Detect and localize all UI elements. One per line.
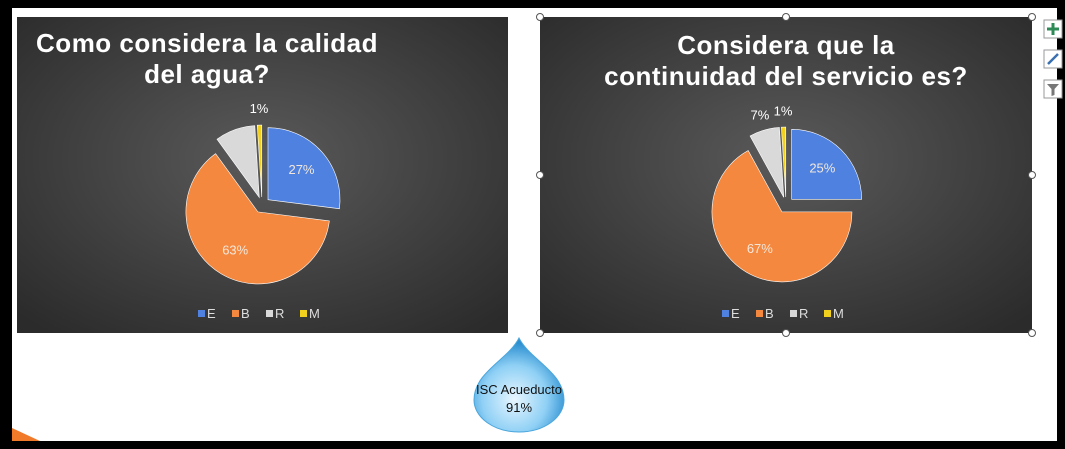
legend-swatch xyxy=(722,310,729,317)
data-label: 1% xyxy=(774,104,793,119)
data-label: 63% xyxy=(222,242,248,257)
legend-swatch xyxy=(266,310,273,317)
chart-title: Como considera la calidad del agua? xyxy=(36,28,378,89)
legend-label: B xyxy=(241,306,250,321)
legend-swatch xyxy=(232,310,239,317)
data-label: 25% xyxy=(809,161,835,176)
callout-text: 91% xyxy=(506,400,532,415)
pie-slice xyxy=(216,125,260,199)
legend-label: M xyxy=(309,306,320,321)
legend-label: E xyxy=(207,306,216,321)
data-label: 67% xyxy=(747,241,773,256)
legend-swatch xyxy=(300,310,307,317)
filter-icon[interactable] xyxy=(1047,84,1059,96)
pie-slice xyxy=(749,127,785,198)
pie-slice xyxy=(791,129,862,200)
legend-label: E xyxy=(731,306,740,321)
legend-swatch xyxy=(790,310,797,317)
add-element-icon[interactable] xyxy=(1047,23,1059,35)
pie-slice xyxy=(185,153,330,285)
pie-slice xyxy=(267,127,341,210)
slide-accent xyxy=(12,428,40,441)
style-icon[interactable] xyxy=(1047,53,1059,65)
pie-slice xyxy=(711,150,853,283)
pie-slice xyxy=(256,124,263,198)
chart-title: Considera que la continuidad del servici… xyxy=(604,30,968,91)
callout-text: ISC Acueducto xyxy=(476,382,562,397)
legend-label: B xyxy=(765,306,774,321)
legend-swatch xyxy=(756,310,763,317)
pie-slice xyxy=(781,126,787,198)
legend-label: R xyxy=(275,306,284,321)
data-label: 1% xyxy=(250,101,269,116)
data-label: 27% xyxy=(288,162,314,177)
legend-swatch xyxy=(198,310,205,317)
legend-swatch xyxy=(824,310,831,317)
data-label: 7% xyxy=(751,107,770,122)
selection-handles[interactable] xyxy=(536,13,1036,337)
callout-drop xyxy=(473,336,565,433)
legend-label: R xyxy=(799,306,808,321)
legend-label: M xyxy=(833,306,844,321)
